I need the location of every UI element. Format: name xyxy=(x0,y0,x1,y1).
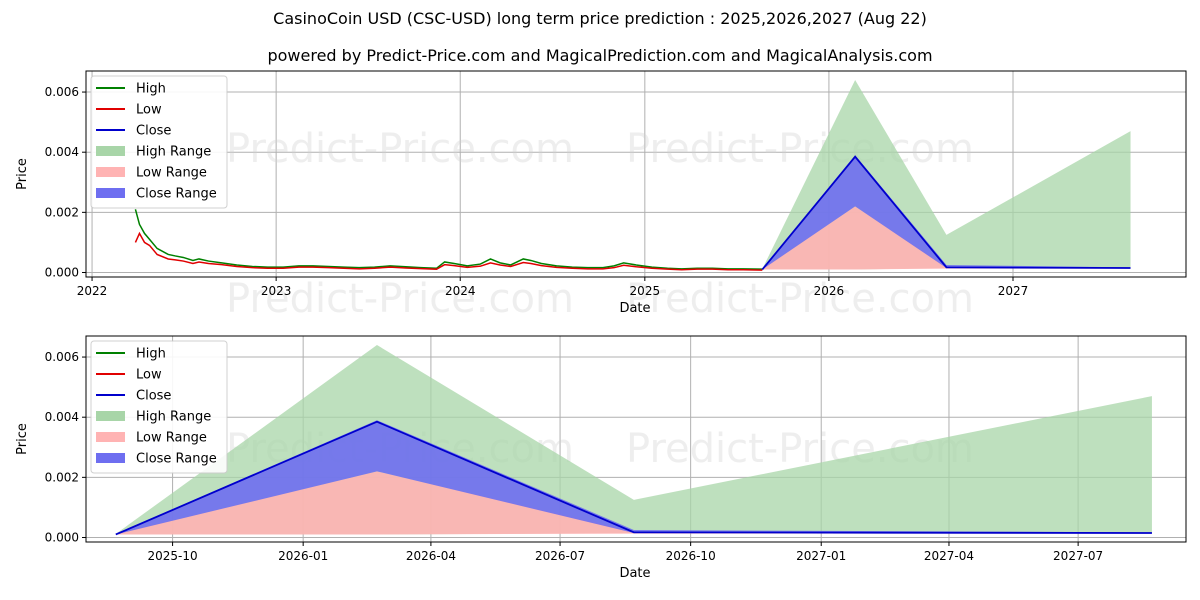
legend-label: Low xyxy=(136,103,162,118)
high-line xyxy=(134,209,763,270)
x-tick-label: 2027-04 xyxy=(924,549,974,563)
watermark: Predict-Price.com xyxy=(226,126,574,172)
x-tick-label: 2027 xyxy=(998,284,1029,298)
legend-swatch-patch xyxy=(96,411,125,421)
x-tick-label: 2026-01 xyxy=(278,549,328,563)
watermark: Predict-Price.com xyxy=(626,126,974,172)
x-tick-label: 2026-04 xyxy=(406,549,456,563)
close-line xyxy=(761,155,1131,271)
y-axis-label: Price xyxy=(15,158,30,190)
legend-label: High xyxy=(136,347,166,362)
legend-label: Close Range xyxy=(136,452,217,467)
y-axis-label: Price xyxy=(15,423,30,455)
x-tick-label: 2026-07 xyxy=(535,549,585,563)
panel-2: Predict-Price.comPredict-Price.com2025-1… xyxy=(15,335,1187,581)
y-tick-label: 0.000 xyxy=(45,530,79,544)
close-range-area xyxy=(762,155,1131,270)
x-tick-label: 2027-01 xyxy=(796,549,846,563)
x-tick-label: 2026-10 xyxy=(666,549,716,563)
watermark: Predict-Price.com xyxy=(226,276,574,322)
low-range-area xyxy=(115,471,1152,535)
y-tick-label: 0.006 xyxy=(45,85,79,99)
legend-swatch-patch xyxy=(96,188,125,198)
legend-label: Close Range xyxy=(136,187,217,202)
x-tick-label: 2027-07 xyxy=(1053,549,1103,563)
watermark: Predict-Price.com xyxy=(626,276,974,322)
y-tick-label: 0.002 xyxy=(45,205,79,219)
x-tick-label: 2025 xyxy=(630,284,661,298)
legend-swatch-patch xyxy=(96,432,125,442)
y-tick-label: 0.004 xyxy=(45,145,79,159)
axes-frame xyxy=(85,70,1187,278)
close-line xyxy=(115,420,1152,536)
x-tick-label: 2023 xyxy=(261,284,292,298)
legend-label: Low Range xyxy=(136,166,207,181)
legend-label: Close xyxy=(136,124,171,139)
legend-label: Low xyxy=(136,368,162,383)
x-axis-label: Date xyxy=(619,566,650,581)
legend-swatch-patch xyxy=(96,146,125,156)
x-tick-label: 2024 xyxy=(445,284,476,298)
chart-title: CasinoCoin USD (CSC-USD) long term price… xyxy=(273,9,927,28)
legend-label: High Range xyxy=(136,410,211,425)
legend-swatch-patch xyxy=(96,167,125,177)
close-range-area xyxy=(115,420,1152,535)
y-tick-label: 0.006 xyxy=(45,350,79,364)
x-tick-label: 2026 xyxy=(814,284,845,298)
legend-swatch-patch xyxy=(96,453,125,463)
x-tick-label: 2025-10 xyxy=(148,549,198,563)
legend-label: Low Range xyxy=(136,431,207,446)
x-axis-label: Date xyxy=(619,301,650,316)
y-tick-label: 0.000 xyxy=(45,265,79,279)
low-range-area xyxy=(762,206,1131,270)
legend-label: High Range xyxy=(136,145,211,160)
x-tick-label: 2022 xyxy=(77,284,108,298)
legend-label: Close xyxy=(136,389,171,404)
panel-1: Predict-Price.com Predict-Price.com Predic… xyxy=(15,70,1187,322)
legend-label: High xyxy=(136,82,166,97)
axes-frame xyxy=(85,335,1187,543)
chart-subtitle: powered by Predict-Price.com and Magical… xyxy=(267,46,933,65)
y-tick-label: 0.004 xyxy=(45,410,79,424)
y-tick-label: 0.002 xyxy=(45,470,79,484)
low-line xyxy=(134,231,763,271)
